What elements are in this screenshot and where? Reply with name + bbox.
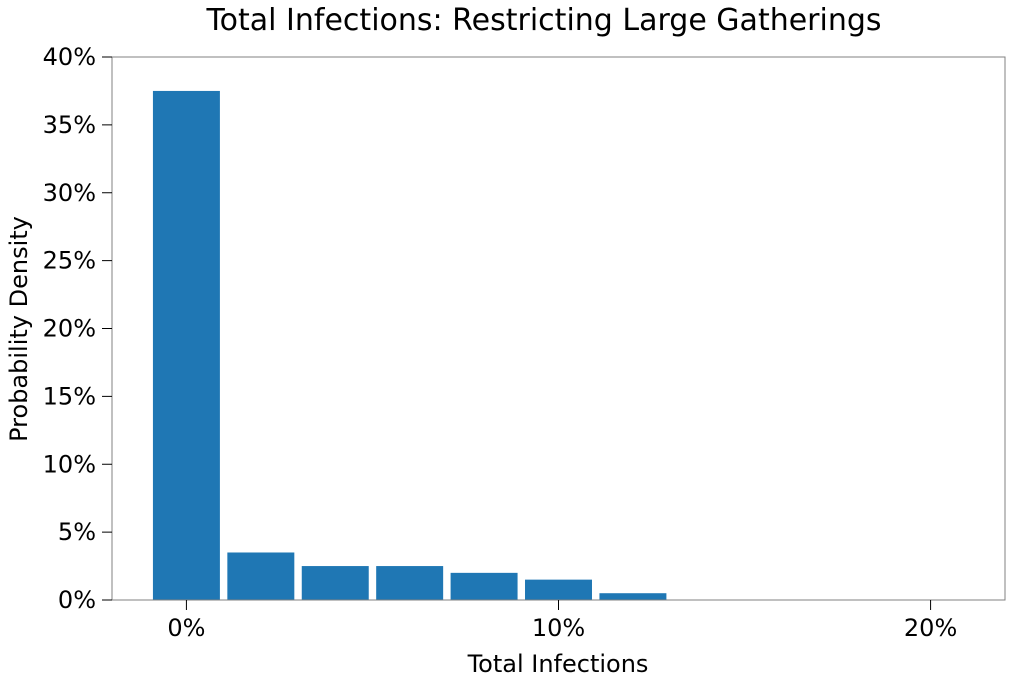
x-tick-label: 20% — [904, 614, 957, 642]
bars-group — [152, 90, 667, 600]
x-tick-label: 10% — [532, 614, 585, 642]
y-tick-label: 5% — [58, 518, 96, 546]
y-tick-label: 25% — [43, 247, 96, 275]
y-axis: 0% 5% 10% 15% 20% 25% 30% 35% 40% — [43, 43, 112, 614]
bar-1 — [227, 552, 295, 600]
y-tick-label: 30% — [43, 179, 96, 207]
y-tick-label: 0% — [58, 586, 96, 614]
y-axis-label: Probability Density — [5, 216, 33, 442]
plot-frame — [111, 56, 1006, 601]
y-tick-label: 20% — [43, 315, 96, 343]
bar-4 — [450, 572, 518, 600]
x-axis-label: Total Infections — [467, 650, 649, 678]
x-axis: 0% 10% 20% — [167, 600, 957, 642]
bar-2 — [301, 566, 369, 600]
bar-3 — [376, 566, 444, 600]
y-tick-label: 40% — [43, 43, 96, 71]
y-tick-label: 10% — [43, 450, 96, 478]
bar-0 — [152, 90, 220, 600]
chart-title: Total Infections: Restricting Large Gath… — [205, 3, 881, 38]
y-tick-label: 15% — [43, 382, 96, 410]
bar-6 — [599, 593, 667, 600]
y-tick-label: 35% — [43, 111, 96, 139]
bar-5 — [525, 579, 592, 600]
x-tick-label: 0% — [167, 614, 205, 642]
